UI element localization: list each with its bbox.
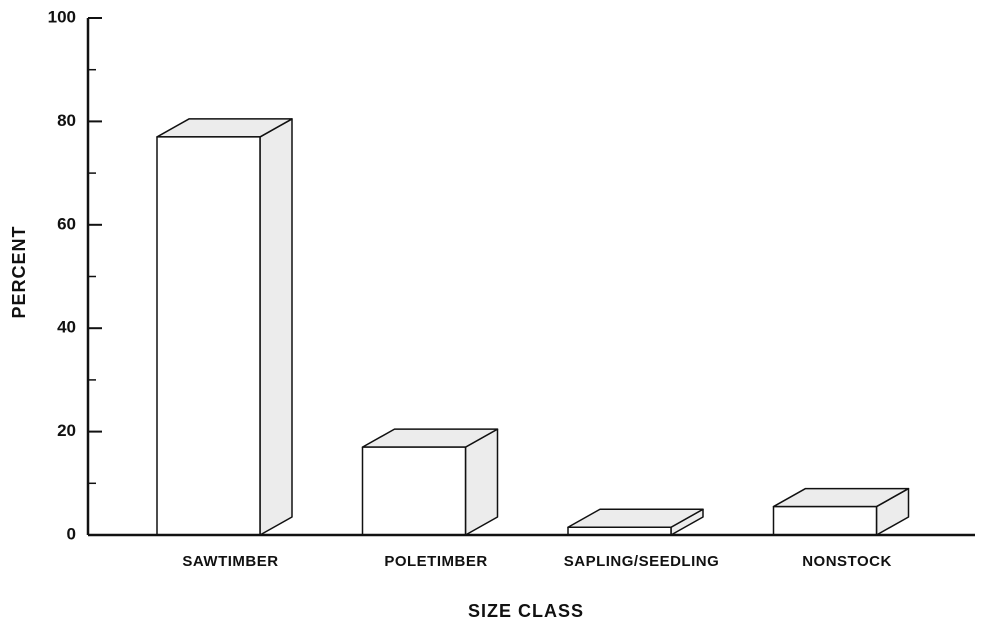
x-tick-label: SAPLING/SEEDLING — [564, 553, 720, 570]
y-tick-label: 80 — [57, 111, 76, 130]
y-tick-label: 60 — [57, 214, 76, 233]
bar-side — [259, 118, 293, 536]
y-tick-label: 40 — [57, 318, 76, 337]
y-axis-title: PERCENT — [9, 225, 29, 318]
y-tick-label: 0 — [67, 524, 76, 543]
x-tick-label: POLETIMBER — [384, 553, 487, 570]
x-tick-label: SAWTIMBER — [182, 553, 278, 570]
x-tick-label: NONSTOCK — [802, 553, 892, 570]
y-tick-label: 100 — [48, 7, 76, 26]
y-tick-label: 20 — [57, 421, 76, 440]
x-axis-title: SIZE CLASS — [468, 601, 584, 621]
bar — [772, 505, 878, 536]
bar — [156, 136, 261, 536]
bar — [361, 446, 467, 536]
